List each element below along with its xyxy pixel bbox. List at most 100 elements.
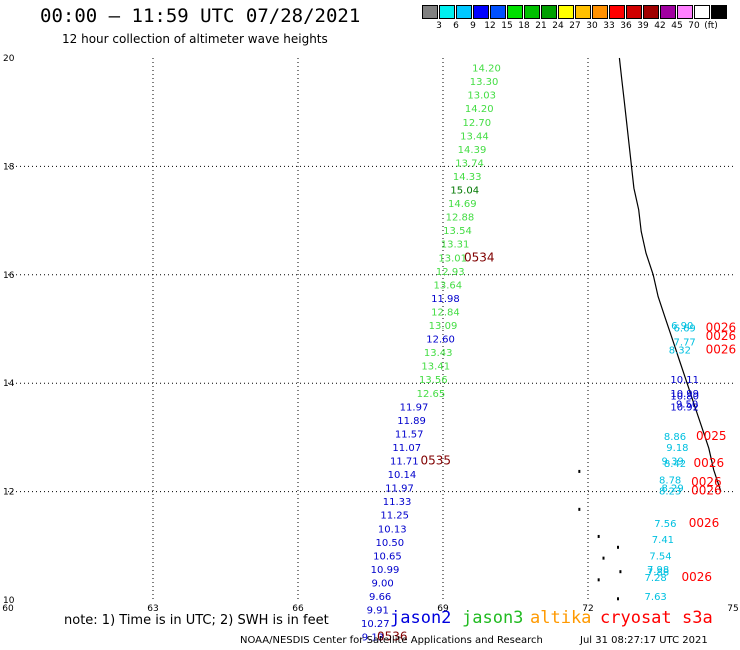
jason2-swh-value: 10.13 — [378, 524, 407, 535]
pass-time-label: 0534 — [464, 250, 495, 264]
pass-time-label: 0025 — [696, 429, 727, 443]
map-subtitle: 12 hour collection of altimeter wave hei… — [62, 32, 328, 46]
jason2-swh-value: 10.14 — [388, 470, 417, 481]
legend-label: 6 — [453, 21, 459, 31]
legend-swatch — [456, 5, 472, 19]
s3a-swh-value: 7.63 — [645, 592, 667, 603]
s3a-swh-value: 7.41 — [652, 535, 674, 546]
island — [617, 597, 619, 601]
jason2-swh-value: 11.57 — [395, 429, 424, 440]
jason2-swh-value: 9.13 — [362, 633, 384, 644]
island — [578, 469, 581, 473]
jason3-swh-value: 13.30 — [470, 77, 499, 88]
credit-line: NOAA/NESDIS Center for Satellite Applica… — [240, 635, 543, 646]
legend-label: 9 — [470, 21, 476, 31]
jason2-swh-value: 11.98 — [431, 294, 460, 305]
s3a-swh-value: 7.28 — [645, 573, 667, 584]
legend-swatch — [473, 5, 489, 19]
jason3-swh-value: 15.04 — [450, 186, 479, 197]
s3a-swh-value: 8.23 — [659, 486, 681, 497]
island — [602, 556, 605, 560]
s3a-swh-value: 8.42 — [664, 459, 686, 470]
s3a-swh-value: 8.29 — [661, 484, 683, 495]
legend-label: 18 — [518, 21, 530, 31]
pass-time-label: 0026 — [681, 570, 712, 584]
legend-swatch — [711, 5, 727, 19]
legend-label: 70 — [688, 21, 700, 31]
pass-time-label: 0026 — [689, 516, 720, 530]
jason2-swh-value: 10.65 — [373, 551, 402, 562]
map-note: note: 1) Time is in UTC; 2) SWH is in fe… — [64, 613, 329, 628]
legend-label: 21 — [535, 21, 547, 31]
jason2-swh-value: 10.80 — [670, 391, 699, 402]
island — [578, 507, 581, 511]
jason3-swh-value: 12.88 — [446, 213, 475, 224]
legend-swatch — [439, 5, 455, 19]
s3a-swh-value: 8.78 — [659, 475, 681, 486]
legend-swatch — [677, 5, 693, 19]
s3a-swh-value: 7.77 — [674, 337, 696, 348]
legend-swatch — [490, 5, 506, 19]
jason3-swh-value: 13.74 — [455, 158, 484, 169]
legend-label: 39 — [637, 21, 649, 31]
map-frame — [8, 58, 733, 600]
x-tick-label: 69 — [437, 604, 449, 614]
legend-label: 3 — [436, 21, 442, 31]
x-tick-label: 63 — [147, 604, 158, 614]
x-tick-label: 72 — [582, 604, 593, 614]
legend-swatch — [541, 5, 557, 19]
s3a-swh-value: 6.90 — [671, 321, 693, 332]
pass-time-label: 0026 — [706, 321, 737, 335]
legend-cryosat: cryosat — [600, 608, 672, 628]
jason3-swh-value: 12.65 — [417, 389, 446, 400]
s3a-swh-value: 6.69 — [674, 324, 696, 335]
jason3-swh-value: 14.33 — [453, 172, 482, 183]
legend-label: 24 — [552, 21, 564, 31]
island — [619, 570, 622, 574]
legend-label: 15 — [501, 21, 513, 31]
jason3-swh-value: 13.09 — [429, 321, 458, 332]
jason2-swh-value: 11.33 — [383, 497, 412, 508]
jason3-swh-value: 13.31 — [441, 240, 470, 251]
legend-label: 33 — [603, 21, 615, 31]
jason2-swh-value: 10.50 — [376, 538, 405, 549]
jason2-swh-value: 10.11 — [670, 375, 699, 386]
pass-time-label: 0026 — [691, 483, 722, 497]
jason3-swh-value: 13.44 — [460, 131, 489, 142]
island — [617, 545, 619, 549]
jason3-swh-value: 12.84 — [431, 307, 460, 318]
s3a-swh-value: 7.56 — [654, 519, 676, 530]
legend-label: 42 — [654, 21, 666, 31]
y-tick-label: 12 — [3, 488, 14, 498]
jason2-swh-value: 9.91 — [367, 606, 389, 617]
legend-swatch — [694, 5, 710, 19]
jason3-swh-value: 14.69 — [448, 199, 477, 210]
pass-time-label: 0026 — [706, 329, 737, 343]
generated-timestamp: Jul 31 08:27:17 UTC 2021 — [580, 635, 708, 646]
jason2-swh-value: 10.99 — [371, 565, 400, 576]
legend-swatch — [524, 5, 540, 19]
y-tick-label: 18 — [3, 162, 15, 172]
y-tick-label: 16 — [3, 271, 15, 281]
jason2-swh-value: 11.25 — [380, 511, 409, 522]
legend-jason3: jason3 — [462, 608, 524, 628]
jason3-swh-value: 13.41 — [421, 362, 450, 373]
jason2-swh-value: 12.60 — [426, 335, 455, 346]
legend-s3a: s3a — [682, 608, 713, 628]
jason3-swh-value: 14.39 — [458, 145, 487, 156]
pass-time-label: 0026 — [706, 342, 737, 356]
jason3-swh-value: 13.56 — [419, 375, 448, 386]
s3a-swh-value: 8.86 — [664, 432, 686, 443]
jason3-swh-value: 12.70 — [463, 118, 492, 129]
y-tick-label: 20 — [3, 54, 15, 64]
jason3-swh-value: 13.03 — [467, 91, 496, 102]
jason2-swh-value: 9.00 — [371, 578, 393, 589]
legend-swatch — [660, 5, 676, 19]
legend-label: 27 — [569, 21, 581, 31]
jason2-swh-value: 10.92 — [670, 402, 699, 413]
jason2-swh-value: 9.66 — [369, 592, 391, 603]
x-tick-label: 60 — [2, 604, 14, 614]
pass-time-label: 0535 — [420, 454, 451, 468]
legend-swatch — [592, 5, 608, 19]
legend-label: 45 — [671, 21, 683, 31]
